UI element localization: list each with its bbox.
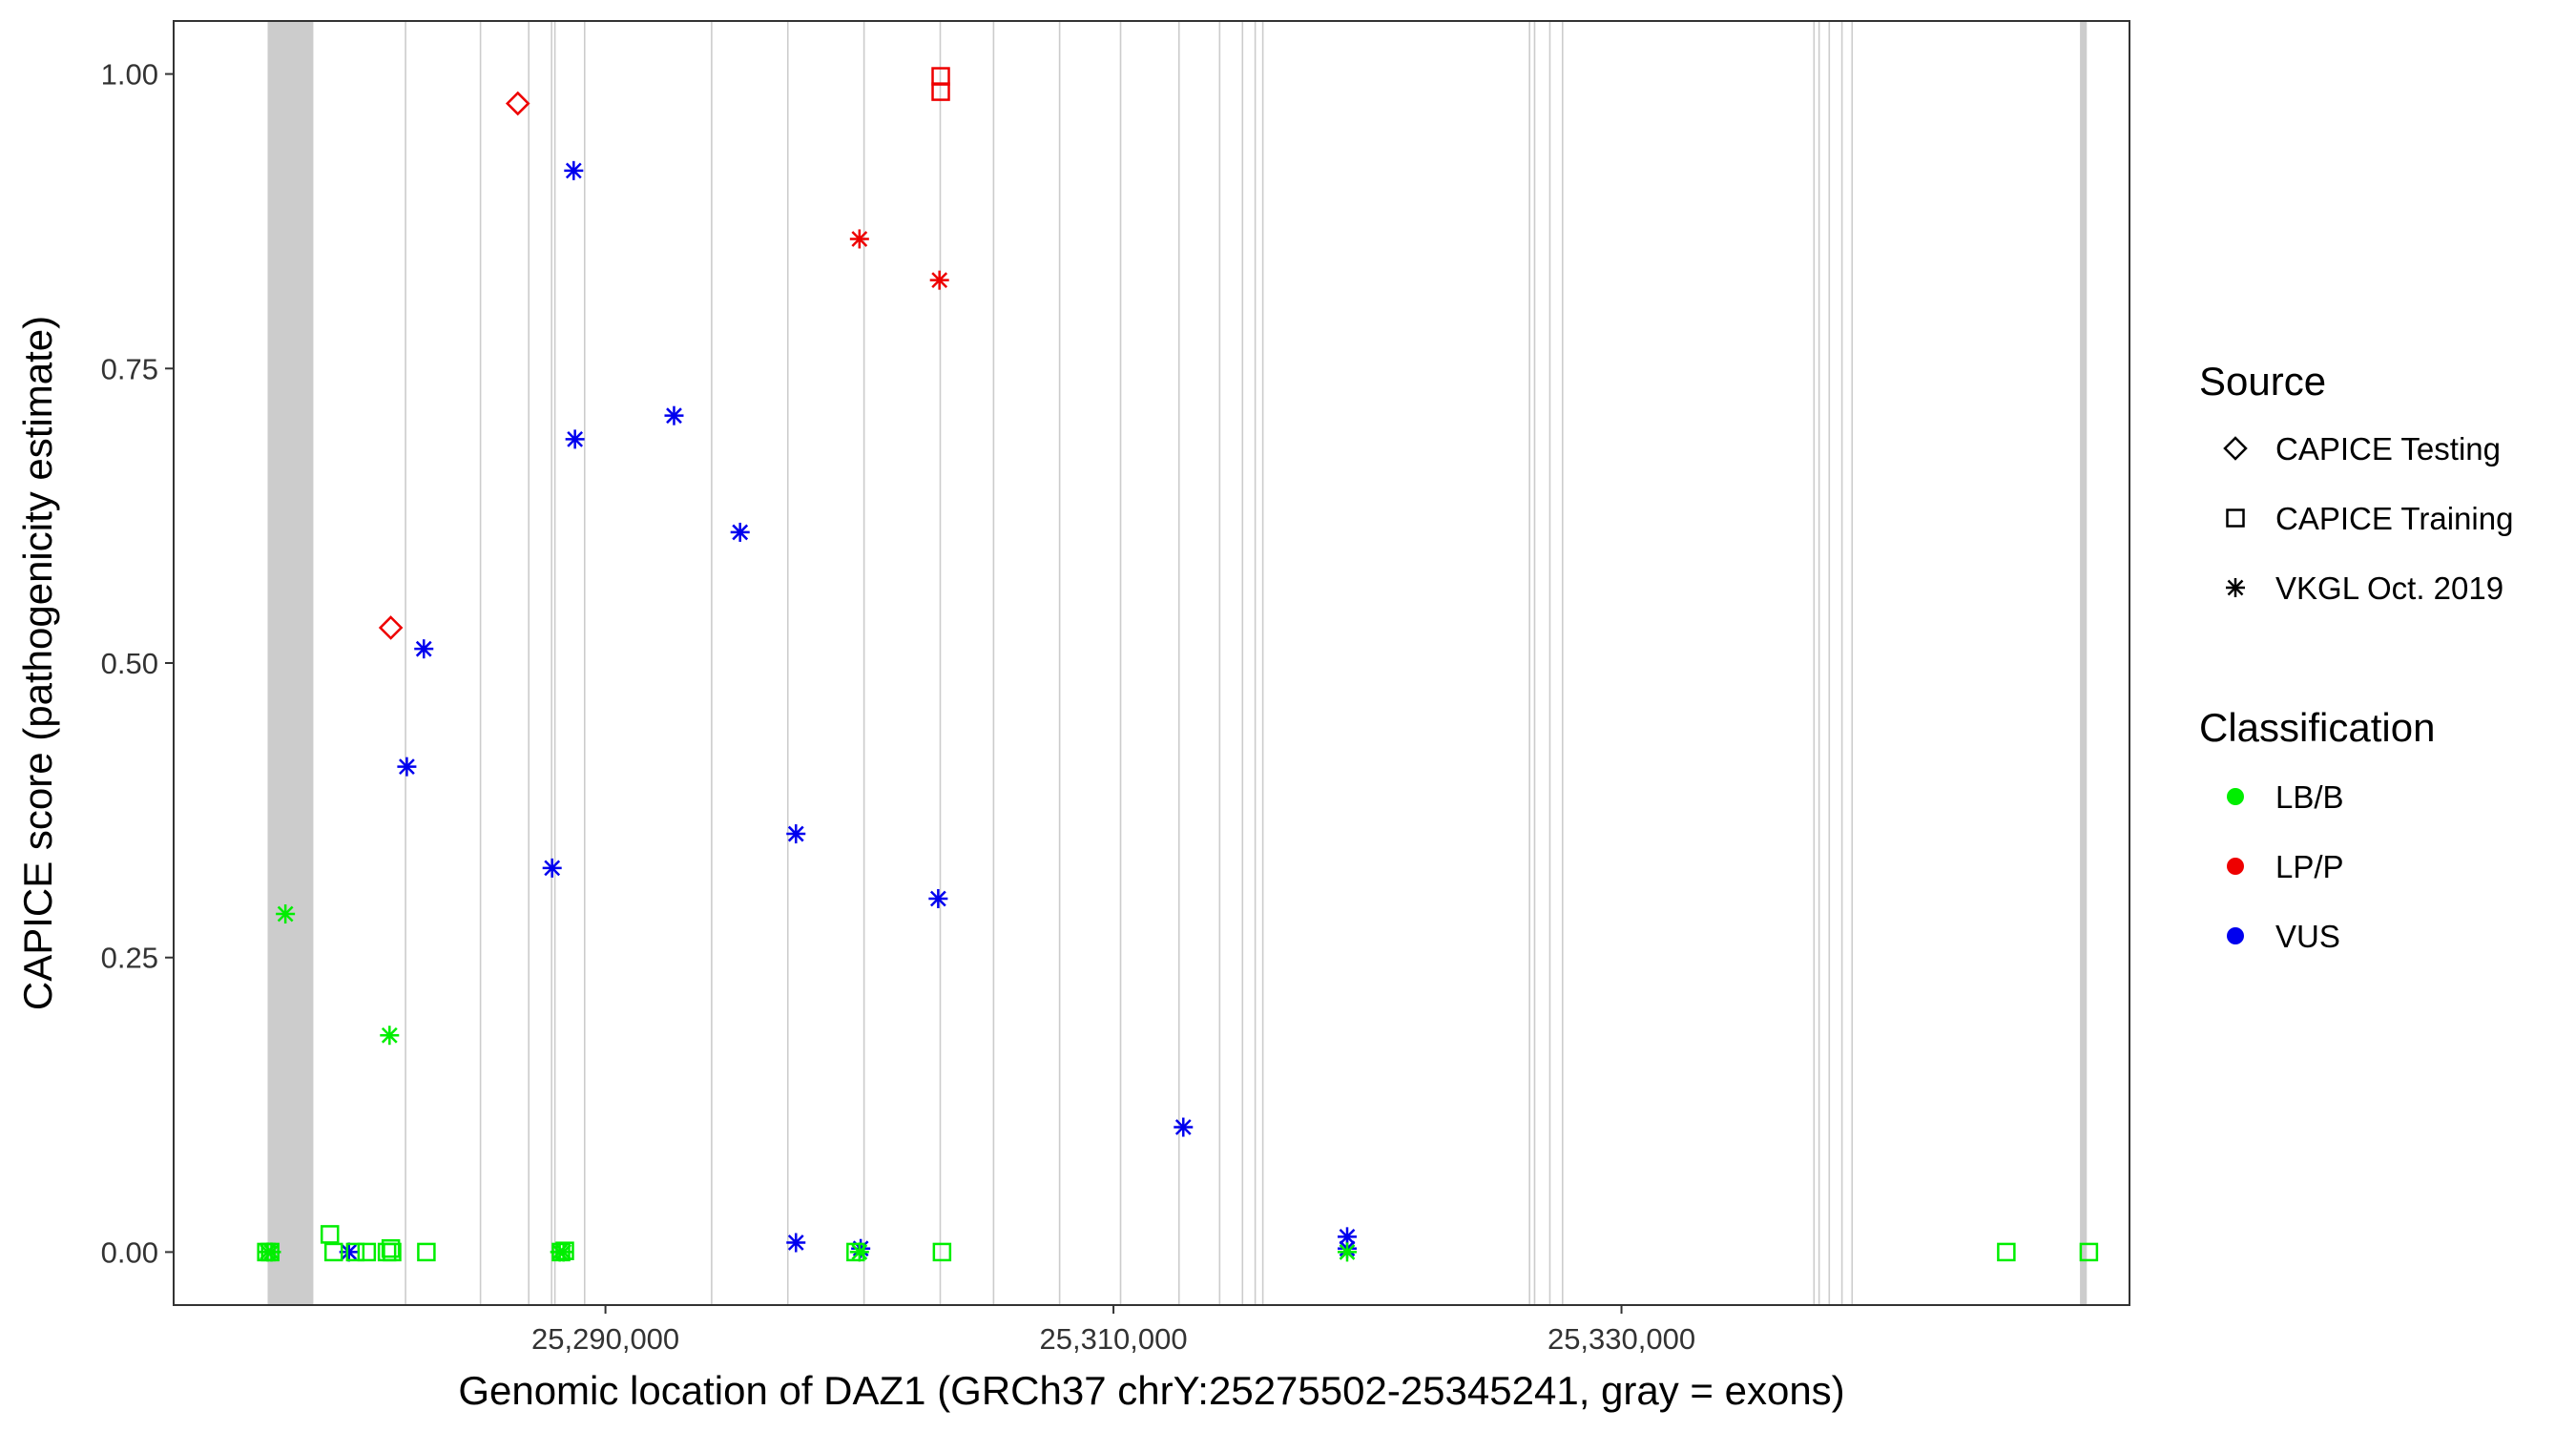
exon-band-24	[1818, 21, 1820, 1305]
exon-band-28	[2080, 21, 2088, 1305]
data-point-4-7	[1338, 1242, 1357, 1262]
data-point-4-6	[849, 1242, 869, 1262]
data-point-5-7	[381, 1238, 401, 1258]
exon-layer	[267, 21, 2088, 1305]
data-point-3-7	[730, 522, 750, 542]
legend-source-key-2	[2226, 578, 2245, 597]
legend-class-label: VUS	[2275, 919, 2340, 954]
exon-band-22	[1561, 21, 1564, 1305]
x-tick-label: 25,290,000	[531, 1322, 679, 1356]
data-point-0-1	[505, 91, 530, 116]
legend-source-label: CAPICE Training	[2275, 501, 2513, 536]
data-point-3-4	[564, 160, 584, 180]
x-axis-title: Genomic location of DAZ1 (GRCh37 chrY:25…	[458, 1368, 1844, 1413]
data-point-3-9	[786, 1233, 806, 1253]
exon-band-15	[1218, 21, 1221, 1305]
data-point-0-0	[378, 615, 404, 640]
data-point-3-5	[565, 429, 585, 449]
points-layer	[257, 67, 2099, 1262]
data-point-3-12	[1174, 1117, 1194, 1137]
data-point-3-1	[397, 757, 417, 777]
data-point-3-11	[928, 888, 948, 908]
data-point-5-13	[932, 1242, 952, 1262]
legend-class-key-2	[2227, 927, 2244, 944]
exon-band-0	[267, 21, 314, 1305]
exon-band-11	[992, 21, 995, 1305]
data-point-4-2	[276, 904, 296, 924]
axes-layer: 0.00 0.25 0.50 0.75 1.00 25,290,000 25,310,000…	[101, 58, 1695, 1356]
data-point-5-1	[260, 1242, 280, 1262]
legend-class-key-1	[2227, 858, 2244, 875]
exon-band-16	[1241, 21, 1244, 1305]
data-point-3-8	[786, 824, 806, 844]
exon-band-27	[1851, 21, 1854, 1305]
y-axis-title: CAPICE score (pathogenicity estimate)	[15, 316, 60, 1010]
data-point-5-14	[1997, 1242, 2016, 1262]
data-point-5-9	[417, 1242, 436, 1262]
data-point-4-3	[380, 1026, 400, 1046]
legend: Source CAPICE Testing CAPICE Training VKGL…	[2199, 359, 2513, 954]
exon-band-21	[1548, 21, 1551, 1305]
exon-band-26	[1840, 21, 1843, 1305]
data-point-2-0	[849, 229, 869, 249]
data-point-5-11	[555, 1241, 574, 1260]
y-tick-label: 0.50	[101, 647, 158, 680]
x-tick-label: 25,330,000	[1548, 1322, 1695, 1356]
exon-band-12	[1058, 21, 1061, 1305]
data-point-3-6	[664, 405, 684, 425]
data-point-5-8	[383, 1242, 402, 1262]
legend-source-label: VKGL Oct. 2019	[2275, 570, 2503, 606]
data-point-3-3	[542, 858, 562, 878]
exon-band-2	[479, 21, 482, 1305]
exon-band-20	[1533, 21, 1536, 1305]
data-point-2-1	[929, 270, 949, 290]
data-point-5-5	[357, 1242, 377, 1262]
legend-class-key-0	[2227, 788, 2244, 805]
exon-band-25	[1828, 21, 1831, 1305]
exon-band-1	[405, 21, 406, 1305]
legend-classification-items: LB/B LP/P VUS	[2227, 779, 2344, 954]
x-tick-label: 25,310,000	[1039, 1322, 1187, 1356]
legend-class-label: LB/B	[2275, 779, 2344, 815]
exon-band-5	[553, 21, 556, 1305]
legend-classification-title: Classification	[2199, 705, 2435, 750]
data-point-5-4	[345, 1242, 365, 1262]
legend-source-items: CAPICE Testing CAPICE Training VKGL Oct. 2…	[2223, 431, 2513, 606]
exon-band-8	[786, 21, 789, 1305]
y-tick-label: 0.75	[101, 352, 158, 385]
data-point-5-15	[2079, 1242, 2099, 1262]
data-point-3-13	[1338, 1227, 1357, 1247]
data-point-5-3	[323, 1242, 343, 1262]
y-tick-label: 1.00	[101, 58, 158, 92]
exon-band-18	[1261, 21, 1264, 1305]
data-point-1-1	[931, 82, 950, 101]
y-tick-label: 0.25	[101, 942, 158, 975]
legend-source-title: Source	[2199, 359, 2326, 404]
data-point-3-2	[414, 639, 434, 659]
exon-band-17	[1254, 21, 1257, 1305]
exon-band-6	[583, 21, 586, 1305]
exon-band-4	[551, 21, 552, 1305]
exon-band-13	[1119, 21, 1122, 1305]
exon-band-10	[939, 21, 942, 1305]
data-point-5-12	[846, 1242, 865, 1262]
legend-class-label: LP/P	[2275, 849, 2344, 884]
legend-source-label: CAPICE Testing	[2275, 431, 2501, 467]
legend-source-key-0	[2223, 436, 2248, 461]
exon-band-7	[711, 21, 713, 1305]
exon-band-9	[862, 21, 865, 1305]
exon-band-23	[1813, 21, 1816, 1305]
exon-band-14	[1177, 21, 1180, 1305]
legend-source-key-1	[2226, 508, 2245, 528]
data-point-3-10	[851, 1238, 871, 1258]
exon-band-3	[528, 21, 530, 1305]
exon-band-19	[1528, 21, 1530, 1305]
data-point-5-2	[320, 1225, 340, 1244]
y-tick-label: 0.00	[101, 1235, 158, 1269]
